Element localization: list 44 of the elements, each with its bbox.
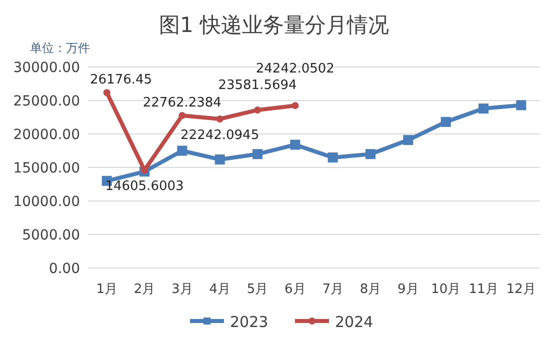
point bbox=[366, 149, 376, 160]
point bbox=[403, 135, 414, 146]
data-label: 22242.0945 bbox=[180, 128, 260, 143]
point bbox=[440, 116, 451, 127]
point bbox=[177, 146, 188, 156]
point bbox=[216, 115, 224, 122]
data-label: 26176.45 bbox=[90, 72, 152, 88]
x-tick-label: 7月 bbox=[322, 282, 344, 297]
x-tick-label: 3月 bbox=[172, 282, 193, 297]
legend-label: 2023 bbox=[230, 313, 268, 331]
x-tick-label: 9月 bbox=[398, 282, 419, 297]
x-tick-label: 10月 bbox=[431, 282, 461, 297]
x-tick-label: 4月 bbox=[209, 282, 230, 297]
point bbox=[290, 140, 300, 150]
x-tick-label: 11月 bbox=[468, 282, 498, 297]
text: 单位：万件 bbox=[30, 41, 90, 55]
data-label: 24242.0502 bbox=[256, 62, 334, 77]
point bbox=[178, 112, 186, 119]
point bbox=[478, 104, 488, 114]
data-label: 22762.2384 bbox=[142, 95, 222, 110]
x-tick-label: 8月 bbox=[360, 282, 382, 297]
y-tick-label: 30000.00 bbox=[13, 60, 80, 76]
y-tick-label: 25000.00 bbox=[13, 94, 80, 110]
x-tick-label: 5月 bbox=[246, 282, 268, 297]
point bbox=[252, 149, 262, 160]
y-tick-label: 20000.00 bbox=[13, 127, 80, 143]
x-tick-label: 2月 bbox=[134, 282, 156, 297]
y-tick-label: 0.00 bbox=[48, 261, 80, 277]
point bbox=[214, 154, 225, 164]
point bbox=[292, 102, 299, 110]
point bbox=[103, 89, 110, 96]
x-tick-label: 6月 bbox=[284, 282, 306, 297]
data-label: 23581.5694 bbox=[218, 78, 297, 94]
y-tick-label: 5000.00 bbox=[22, 228, 80, 244]
y-tick-label: 10000.00 bbox=[13, 194, 80, 210]
legend-label: 2024 bbox=[335, 313, 374, 331]
chart-title: 图1 快递业务量分月情况 bbox=[158, 13, 390, 37]
x-tick-label: 12月 bbox=[506, 282, 536, 297]
y-tick-label: 15000.00 bbox=[13, 160, 80, 176]
x-tick-label: 1月 bbox=[96, 282, 118, 297]
data-label: 14605.6003 bbox=[105, 179, 184, 194]
point bbox=[516, 100, 526, 110]
point bbox=[328, 152, 338, 162]
point bbox=[254, 106, 261, 114]
